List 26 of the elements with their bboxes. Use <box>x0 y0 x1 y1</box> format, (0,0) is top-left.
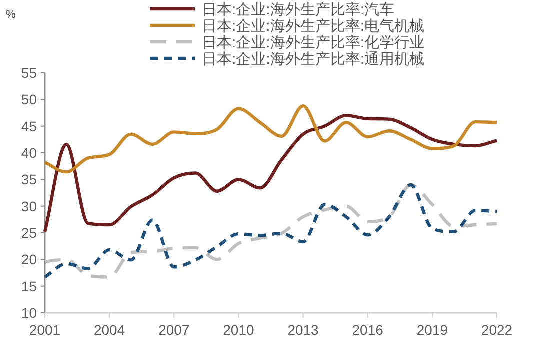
line-series <box>43 183 499 279</box>
legend-label: 日本:企业:海外生产比率:电气机械 <box>202 18 425 35</box>
y-tick-label: 55 <box>21 65 38 81</box>
x-tick-label: 2022 <box>481 322 513 338</box>
x-tick-label: 2004 <box>94 322 126 338</box>
y-tick-label: 30 <box>21 198 38 214</box>
y-tick-label: 15 <box>21 278 38 294</box>
y-axis-title: % <box>6 9 16 21</box>
y-tick-label: 50 <box>21 92 38 108</box>
y-tick-label: 40 <box>21 145 38 161</box>
legend-label: 日本:企业:海外生产比率:化学行业 <box>202 34 425 52</box>
x-tick-label: 2001 <box>29 322 61 338</box>
y-tick-label: 45 <box>21 118 38 134</box>
y-tick-label: 10 <box>21 305 38 321</box>
x-tick-label: 2010 <box>223 322 254 338</box>
line-series <box>43 104 499 174</box>
x-tick-label: 2013 <box>288 322 320 338</box>
legend-label: 日本:企业:海外生产比率:通用机械 <box>202 51 425 68</box>
y-tick-label: 20 <box>21 252 38 268</box>
x-tick-label: 2019 <box>416 322 448 338</box>
y-tick-label: 35 <box>21 172 38 188</box>
legend-label: 日本:企业:海外生产比率:汽车 <box>202 2 395 18</box>
x-tick-label: 2016 <box>352 322 384 338</box>
x-tick-label: 2007 <box>158 322 190 338</box>
y-tick-label: 25 <box>21 225 38 241</box>
line-series <box>43 114 499 234</box>
